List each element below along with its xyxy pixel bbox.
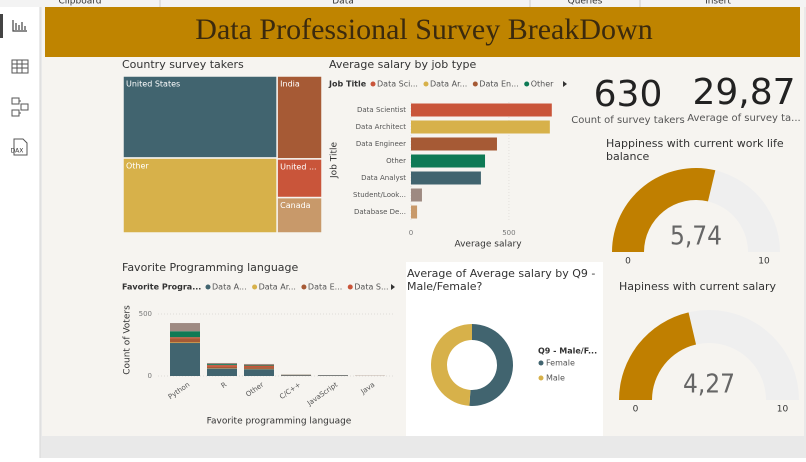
tile-label: India [280,80,300,89]
card-value: 29,87 [692,72,795,113]
tile-label: Other [126,162,149,171]
chart-title: Country survey takers [122,58,244,71]
legend-item: Data S... [354,283,388,292]
legend-title: Job Title [328,80,367,89]
legend-item: Data A... [212,283,247,292]
y-tick-label: 0 [148,372,152,380]
bar [411,104,552,117]
dax-label: DAX [11,148,24,155]
legend-item: Other [531,80,554,89]
bar-segment [244,367,274,369]
y-tick-label: 500 [139,310,152,318]
bar-segment [244,369,274,376]
legend-dot [206,285,211,290]
y-tick-label: Data Engineer [356,140,406,148]
gauge-label: 4,27 [683,370,735,400]
legend-dot [252,285,257,290]
legend-dot [539,376,544,381]
legend-item: Data En... [479,80,518,89]
chart-title-box: Happiness with current work life balance [606,137,786,167]
card-label: Count of survey takers [571,115,684,126]
gauge-max: 10 [777,405,789,415]
y-tick-label: Data Architect [356,123,407,131]
tile-label: United States [126,80,180,89]
x-axis-label: Favorite programming language [207,417,352,427]
active-indicator [0,14,3,38]
bar-segment [207,363,237,364]
chart-title-box: Hapiness with current salary [619,280,799,310]
bar-segment [170,343,200,376]
ribbon [0,0,806,7]
legend-dot [473,82,478,87]
sidebar [0,7,40,458]
bar-segment [170,323,200,331]
gauge-min: 0 [625,257,631,267]
y-tick-label: Other [386,157,406,165]
legend-title: Q9 - Male/F... [538,347,597,356]
legend-item: Data Ar... [259,283,296,292]
legend-dot [371,82,376,87]
legend-title: Favorite Progra... [122,283,201,292]
gauge-label: 5,74 [670,222,722,252]
bar-segment [244,366,274,367]
gauge-min: 0 [633,405,639,415]
x-tick-label: 500 [502,229,515,237]
y-tick-label: Student/Look... [353,191,406,199]
y-axis-label: Count of Voters [123,305,133,375]
card-value: 630 [594,74,663,115]
chart-title: Average salary by job type [329,58,477,71]
legend-item: Data Sci... [377,80,418,89]
page-title: Data Professional Survey BreakDown [195,13,652,46]
bar-segment [207,364,237,365]
bar [411,138,497,151]
bar-segment [170,338,200,342]
tile-label: Canada [280,201,311,210]
legend-item: Data Ar... [430,80,467,89]
y-tick-label: Data Analyst [361,174,406,182]
chart-title: Hapiness with current salary [619,280,799,293]
bar-segment [207,367,237,368]
bar-segment [207,365,237,367]
y-tick-label: Data Scientist [357,106,406,114]
legend-dot [301,285,306,290]
bar [411,155,485,168]
bar [411,189,422,202]
y-tick-label: Database De... [354,208,406,216]
chart-title-box: Average of Average salary by Q9 - Male/F… [407,267,601,297]
x-tick-label: 0 [409,229,413,237]
chart-title: Average of Average salary by Q9 - Male/F… [407,267,601,293]
card-label: Average of survey ta... [687,113,800,124]
chart-title: Favorite Programming language [122,261,299,274]
legend-item: Female [546,359,575,368]
bar-segment [281,375,311,376]
ribbon-group: Queries [568,0,603,7]
bar-segment [244,364,274,365]
tile-label: United ... [280,162,316,171]
ribbon-group: Clipboard [59,0,102,7]
x-axis-label: Average salary [454,240,522,250]
legend-item: Data E... [308,283,342,292]
legend-dot [539,361,544,366]
legend-dot [348,285,353,290]
y-axis-label: Job Title [330,142,340,179]
bar [411,121,550,134]
bar-segment [207,369,237,376]
bar [411,206,417,219]
chart-title: Happiness with current work life balance [606,137,786,163]
bar-segment [244,365,274,366]
gauge-max: 10 [758,257,770,267]
ribbon-group: Data [332,0,354,7]
bar [411,172,481,185]
legend-item: Male [546,374,565,383]
ribbon-group: Insert [705,0,731,7]
bar-segment [170,331,200,337]
bar-segment [170,337,200,338]
bar-segment [170,342,200,343]
legend-dot [423,82,428,87]
legend-dot [524,82,529,87]
